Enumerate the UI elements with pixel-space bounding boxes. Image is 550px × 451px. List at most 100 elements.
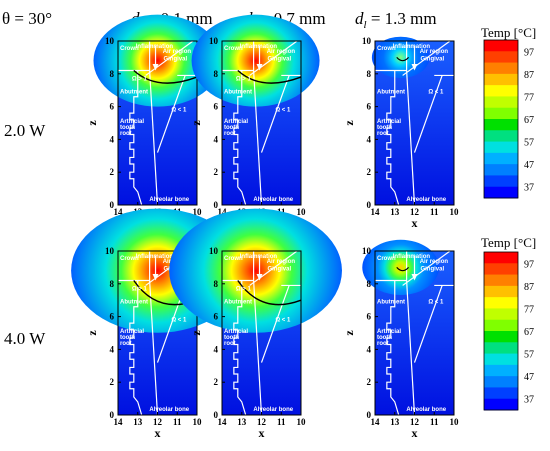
y-tick-label: 0 (367, 200, 372, 210)
omega-gt-label: Ω > 1 (132, 76, 148, 82)
air-region-label: Air region (267, 49, 296, 55)
z-axis-label: z (342, 120, 356, 126)
omega-gt-label: Ω > 1 (236, 286, 252, 292)
root-boundary (253, 280, 263, 416)
y-tick-label: 2 (110, 377, 115, 387)
y-tick-label: 10 (362, 36, 372, 46)
omega-contour (396, 266, 410, 272)
omega-contour (237, 280, 302, 306)
temperature-hotspot (191, 14, 320, 107)
x-tick-label: 11 (430, 417, 439, 427)
omega-contour (396, 56, 410, 62)
x-tick-label: 11 (173, 417, 182, 427)
inflammation-arrow-head (411, 273, 418, 281)
y-tick-label: 6 (214, 312, 219, 322)
y-tick-label: 0 (110, 410, 115, 420)
y-tick-label: 6 (110, 312, 115, 322)
inflammation-label: Inflammation (136, 44, 174, 50)
colorbar-swatch (484, 353, 518, 366)
colorbar-swatch (484, 285, 518, 298)
gingival-band-lower (413, 285, 443, 363)
y-tick-label: 4 (214, 134, 219, 144)
colorbar-tick-label: 77 (524, 304, 534, 315)
x-tick-label: 14 (371, 417, 381, 427)
y-tick-label: 2 (367, 377, 372, 387)
x-tick-label: 11 (277, 417, 286, 427)
gingival-band-lower (260, 285, 290, 363)
colorbar-swatch (484, 107, 518, 120)
y-tick-label: 0 (214, 410, 219, 420)
row-label-4w: 4.0 W (4, 329, 46, 348)
colorbar-swatch (484, 308, 518, 321)
colorbar-bottom: Temp [°C] 97 87 77 67 57 47 37 (481, 235, 536, 411)
colorbar-tick-label: 37 (524, 183, 534, 194)
x-tick-label: 13 (133, 417, 143, 427)
x-tick-label: 10 (193, 207, 203, 217)
x-axis-label: x (412, 426, 418, 440)
x-tick-label: 14 (218, 417, 228, 427)
y-tick-label: 2 (110, 167, 115, 177)
column-label-3: dl = 1.3 mm (355, 9, 437, 31)
x-tick-label: 13 (390, 207, 400, 217)
colorbar-swatch (484, 398, 518, 411)
inflammation-label: Inflammation (240, 44, 278, 50)
x-tick-label: 12 (257, 417, 267, 427)
omega-contour (237, 69, 302, 84)
colorbar-swatch (484, 175, 518, 188)
gingival-label: Gingival (420, 267, 444, 273)
y-tick-label: 6 (110, 102, 115, 112)
x-axis-label: x (259, 426, 265, 440)
gingival-band-lower (413, 75, 443, 153)
x-tick-label: 10 (450, 207, 460, 217)
omega-lt-label: Ω < 1 (428, 89, 444, 95)
z-axis-label: z (342, 330, 356, 336)
alveolar-label: Alveolar bone (149, 197, 189, 203)
colorbar-swatch (484, 252, 518, 264)
y-tick-label: 2 (214, 167, 219, 177)
colorbar-frame (483, 251, 519, 411)
colorbar-swatch (484, 85, 518, 97)
artificial-root-label: tooth (120, 335, 135, 341)
y-tick-label: 10 (362, 246, 372, 256)
artificial-root-label: Artificial (377, 119, 401, 125)
air-region-label: Air region (163, 49, 192, 55)
artificial-root-label: tooth (224, 125, 239, 131)
artificial-root-label: root (120, 131, 132, 137)
crown-label: Crown (120, 46, 139, 52)
artificial-root-label: root (120, 341, 132, 347)
y-tick-label: 10 (209, 36, 219, 46)
artificial-root-label: Artificial (224, 119, 248, 125)
abutment-label: Abutment (120, 299, 148, 305)
colorbar-swatch (484, 376, 518, 388)
artificial-root-label: Artificial (120, 329, 144, 335)
y-tick-label: 2 (367, 167, 372, 177)
x-tick-label: 10 (450, 417, 460, 427)
crown-label: Crown (224, 46, 243, 52)
y-tick-label: 4 (110, 344, 115, 354)
abutment-label: Abutment (224, 89, 252, 95)
colorbar-swatch (484, 297, 518, 309)
artificial-root-label: root (224, 341, 236, 347)
gingival-label: Gingival (267, 57, 291, 63)
root-boundary (406, 280, 416, 416)
inflammation-label: Inflammation (393, 254, 431, 260)
artificial-root-label: tooth (224, 335, 239, 341)
y-tick-label: 8 (214, 69, 219, 79)
colorbar-bottom-title: Temp [°C] (481, 235, 536, 250)
alveolar-label: Alveolar bone (406, 197, 446, 203)
x-axis-label: x (155, 426, 161, 440)
colorbar-tick-label: 87 (524, 70, 534, 81)
colorbar-tick-label: 97 (524, 47, 534, 58)
inflammation-label: Inflammation (136, 254, 174, 260)
gingival-band-lower (260, 75, 290, 153)
colorbar-tick-label: 57 (524, 138, 534, 149)
gingival-band-upper (145, 40, 194, 76)
y-tick-label: 0 (214, 200, 219, 210)
x-tick-label: 14 (114, 417, 124, 427)
colorbar-swatch (484, 274, 518, 287)
